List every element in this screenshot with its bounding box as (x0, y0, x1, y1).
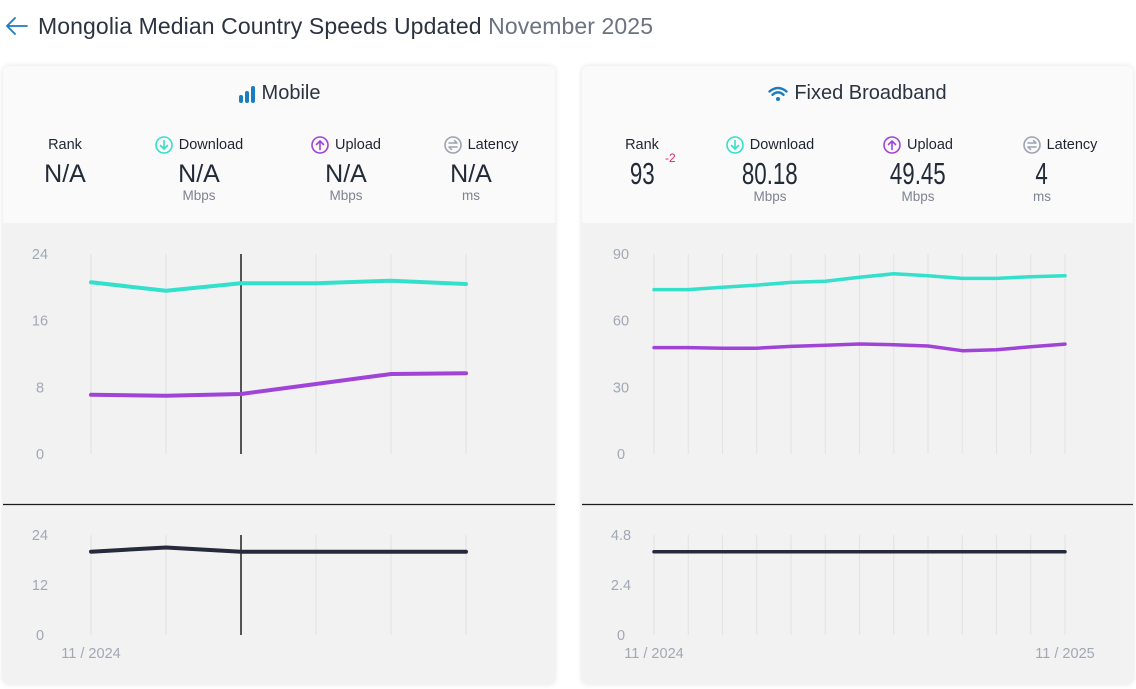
y-tick-label: 0 (36, 447, 44, 463)
rank-value: 93 (629, 156, 655, 191)
mobile-charts: 0 8 16 24 0 12 24 11 / 2024 (3, 247, 555, 662)
y-tick-label: 0 (617, 447, 625, 463)
mobile-title-label: Mobile (261, 82, 321, 104)
updated-date: November 2025 (488, 12, 654, 39)
mobile-latency-chart: 0 12 24 11 / 2024 (32, 528, 468, 662)
fixed-broadband-card: Fixed Broadband Rank 93 -2 Download 80.1… (582, 66, 1133, 684)
download-unit: Mbps (753, 189, 787, 204)
mobile-card: Mobile Rank N/A Download N/A Mbps Upload (3, 66, 555, 684)
rank-change: -2 (665, 151, 676, 165)
y-tick-label: 0 (36, 628, 44, 644)
mobile-speed-chart: 0 8 16 24 (32, 247, 468, 463)
latency-unit: ms (462, 188, 480, 203)
mobile-card-title: Mobile (3, 82, 555, 105)
x-tick-label: 11 / 2025 (1035, 646, 1094, 662)
latency-label: Latency (421, 134, 541, 156)
mobile-card-header: Mobile Rank N/A Download N/A Mbps Upload (3, 66, 555, 223)
upload-arrow-icon (311, 136, 329, 154)
download-label: Download (139, 134, 259, 156)
y-tick-label: 90 (613, 247, 629, 263)
rank-label: Rank (625, 137, 659, 153)
arrow-left-icon[interactable] (4, 13, 30, 39)
y-tick-label: 12 (32, 578, 48, 594)
mobile-download: Download N/A Mbps (139, 134, 259, 203)
y-tick-label: 8 (36, 380, 44, 396)
y-tick-label: 30 (613, 380, 629, 396)
y-tick-label: 16 (32, 314, 48, 330)
rank-label: Rank (48, 137, 82, 153)
x-tick-label: 11 / 2024 (61, 646, 120, 662)
latency-icon (1022, 136, 1041, 154)
upload-arrow-icon (883, 136, 901, 154)
latency-value: 4 (1035, 156, 1049, 191)
series-line-upload (89, 371, 468, 398)
y-tick-label: 2.4 (611, 578, 631, 594)
download-label-text: Download (749, 137, 815, 153)
y-tick-label: 0 (617, 628, 625, 644)
download-label-text: Download (178, 137, 244, 153)
upload-label-text: Upload (907, 137, 953, 153)
fixed-download: Download 80.18 Mbps (710, 134, 830, 204)
mobile-upload: Upload N/A Mbps (286, 134, 406, 203)
signal-bars-icon (238, 85, 256, 103)
download-value: N/A (178, 160, 220, 188)
download-value: 80.18 (742, 156, 798, 191)
y-tick-label: 24 (32, 247, 48, 263)
latency-icon (443, 136, 462, 154)
mobile-latency: Latency N/A ms (421, 134, 541, 203)
latency-value: N/A (450, 160, 492, 188)
fixed-card-title: Fixed Broadband (582, 82, 1133, 105)
download-unit: Mbps (182, 188, 216, 203)
upload-unit: Mbps (901, 189, 935, 204)
download-label: Download (710, 134, 830, 156)
upload-unit: Mbps (329, 188, 363, 203)
fixed-card-header: Fixed Broadband Rank 93 -2 Download 80.1… (582, 66, 1133, 223)
upload-label: Upload (858, 134, 978, 156)
fixed-title-label: Fixed Broadband (794, 82, 947, 104)
series-line-download (89, 278, 468, 293)
latency-label-text: Latency (1046, 137, 1098, 153)
series-line-download (652, 272, 1067, 292)
download-arrow-icon (725, 136, 744, 154)
series-line-latency (89, 545, 468, 554)
latency-unit: ms (1033, 189, 1051, 204)
page-header: Mongolia Median Country Speeds Updated N… (4, 10, 653, 42)
rank-value: N/A (44, 160, 86, 188)
fixed-speed-chart: 0 30 60 90 (613, 247, 1067, 463)
download-arrow-icon (154, 136, 173, 154)
fixed-rank: Rank 93 (602, 134, 682, 189)
fixed-latency-chart: 0 2.4 4.8 11 / 2024 11 / 2025 (611, 528, 1095, 662)
upload-value: 49.45 (890, 156, 946, 191)
wifi-icon (768, 86, 789, 102)
y-tick-label: 24 (32, 528, 48, 544)
fixed-charts: 0 30 60 90 0 2.4 4.8 11 / 2024 11 / 2025 (582, 247, 1133, 662)
page-title-text: Mongolia Median Country Speeds Updated (38, 12, 482, 39)
upload-label: Upload (286, 134, 406, 156)
fixed-upload: Upload 49.45 Mbps (858, 134, 978, 204)
page-title: Mongolia Median Country Speeds Updated N… (38, 13, 653, 40)
mobile-rank: Rank N/A (25, 134, 105, 188)
y-tick-label: 4.8 (611, 528, 631, 544)
y-tick-label: 60 (613, 314, 629, 330)
latency-label: Latency (1000, 134, 1120, 156)
x-tick-label: 11 / 2024 (624, 646, 683, 662)
upload-label-text: Upload (335, 137, 381, 153)
fixed-latency: Latency 4 ms (1000, 134, 1120, 204)
upload-value: N/A (325, 160, 367, 188)
latency-label-text: Latency (467, 137, 519, 153)
